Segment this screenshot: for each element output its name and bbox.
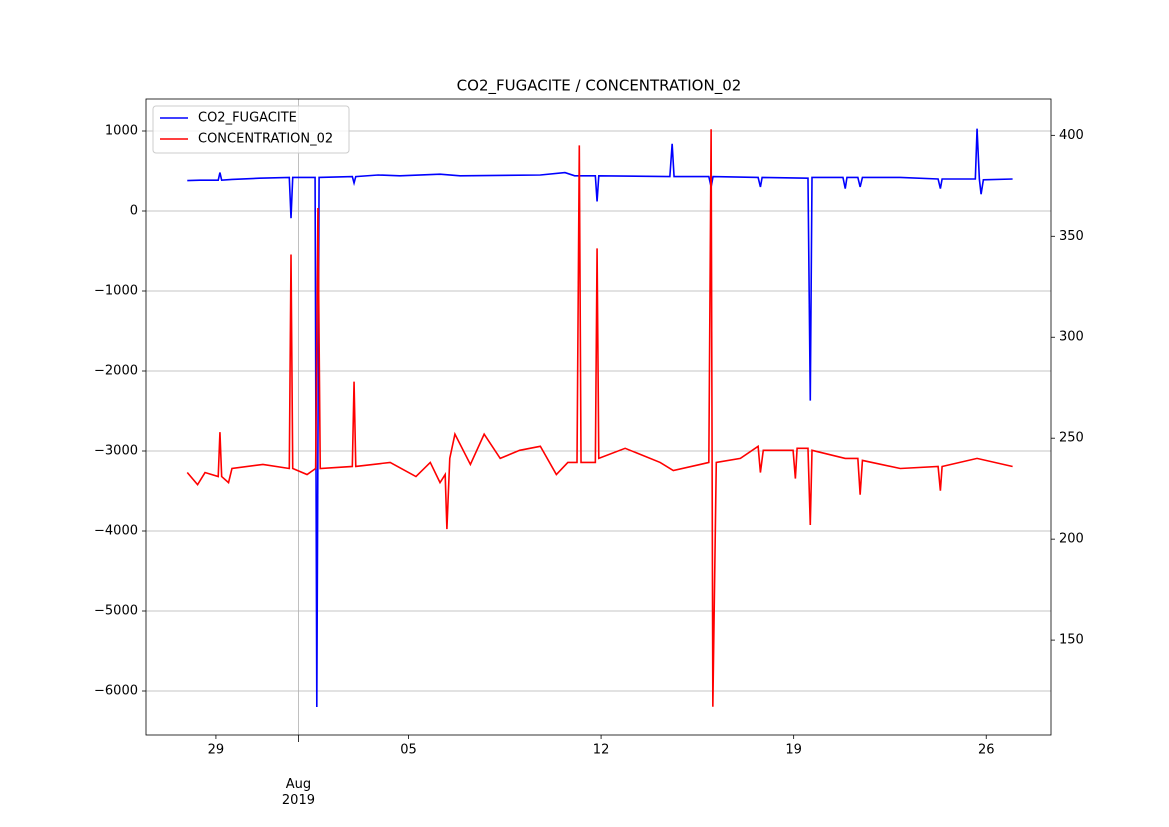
y-tick-label: −1000 [94,284,138,299]
x-tick-label: 05 [400,743,417,758]
y-tick-label: 1000 [105,124,138,139]
y-tick-label: −5000 [94,604,138,619]
y-tick-label: −4000 [94,524,138,539]
data-line [186,129,1013,707]
y2-tick-label: 400 [1059,128,1084,143]
legend-label: CONCENTRATION_02 [198,132,333,147]
x-tick-label-line: 2019 [282,793,315,808]
y2-tick-label: 150 [1059,633,1084,648]
x-tick-label: Aug 2019 [282,777,315,808]
y2-tick-label: 350 [1059,229,1084,244]
y-tick-label: 0 [130,204,138,219]
legend-box [152,105,350,154]
y2-tick-label: 250 [1059,431,1084,446]
y-tick-label: −3000 [94,444,138,459]
y-tick-label: −6000 [94,684,138,699]
y2-tick-label: 300 [1059,330,1084,345]
x-tick-label-line: Aug [286,777,311,792]
y2-tick-label: 200 [1059,532,1084,547]
y-tick-label: −2000 [94,364,138,379]
x-tick-label: 29 [208,743,225,758]
legend-label: CO2_FUGACITE [198,111,297,126]
chart-title: CO2_FUGACITE / CONCENTRATION_02 [457,77,742,96]
data-line [187,128,1013,708]
plot-frame [145,98,1052,736]
x-tick-label: 19 [785,743,802,758]
x-tick-label: 12 [593,743,610,758]
x-tick-label: 26 [978,743,995,758]
